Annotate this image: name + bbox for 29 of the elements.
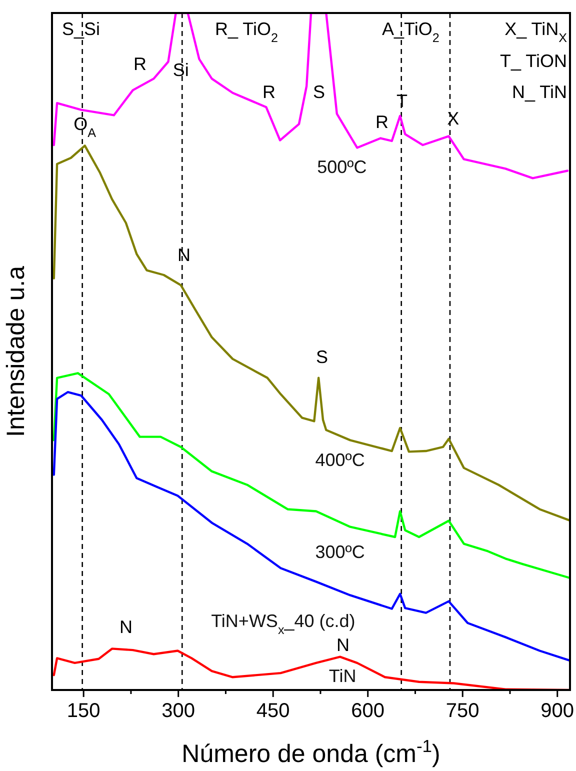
annotation: R	[376, 112, 388, 132]
series-label: 400ºC	[315, 450, 365, 470]
annotation: O$_{A}$	[74, 114, 97, 140]
annotation: T_ TiON	[500, 51, 567, 71]
series-label: 300ºC	[315, 542, 365, 562]
annotation: X_ TiN$_{X}$	[504, 19, 568, 45]
x-axis-title: Número de onda (cm$^{-1}$)	[182, 736, 440, 768]
x-tick-label: 150	[66, 700, 100, 722]
y-axis-title: Intensidade u.a	[2, 266, 30, 437]
x-tick-label: 600	[351, 700, 385, 722]
x-tick-label: 900	[540, 700, 574, 722]
x-tick-label: 450	[256, 700, 290, 722]
annotation: N	[120, 617, 132, 637]
annotation: R	[134, 54, 146, 74]
series-label: TiN+WS$_{x}$_40 (c.d)	[211, 611, 356, 637]
annotation: N_ TiN	[512, 82, 567, 102]
annotation: N	[178, 244, 191, 265]
series-label: 500ºC	[317, 157, 367, 177]
annotation: Si	[172, 60, 189, 80]
annotation: A_TiO$_{2}$	[382, 19, 440, 45]
annotation: N	[336, 635, 350, 655]
annotation: S	[316, 347, 328, 367]
series-label: TiN	[328, 666, 356, 686]
annotation: S_Si	[62, 19, 100, 39]
x-tick-label: 300	[162, 700, 196, 722]
annotation: R	[262, 82, 276, 102]
annotation: R_ TiO$_{2}$	[215, 19, 278, 45]
x-tick-label: 750	[446, 700, 480, 722]
annotation: S	[312, 82, 326, 102]
